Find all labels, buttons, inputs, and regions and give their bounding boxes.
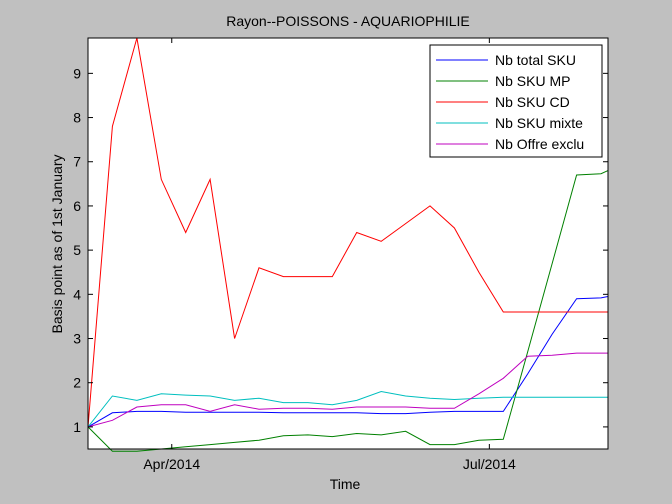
y-tick-label: 8 <box>73 110 81 126</box>
y-tick-label: 6 <box>73 198 81 214</box>
y-tick-label: 3 <box>73 331 81 347</box>
legend: Nb total SKU Nb SKU MP Nb SKU CD Nb SKU mix… <box>429 44 603 158</box>
series-layer <box>87 37 609 452</box>
series-line-4 <box>87 390 608 428</box>
y-axis: 1 2 3 4 5 6 7 8 9 <box>73 65 608 435</box>
y-tick-label: 2 <box>73 375 81 391</box>
series-line-5 <box>87 352 608 428</box>
y-tick-label: 4 <box>73 286 81 302</box>
legend-label-5: Nb Offre exclu <box>495 136 584 152</box>
y-tick-label: 9 <box>73 65 81 81</box>
y-tick-label: 5 <box>73 242 81 258</box>
chart-title: Rayon--POISSONS - AQUARIOPHILIE <box>226 13 470 29</box>
legend-box <box>429 44 603 158</box>
plot-frame <box>87 37 609 450</box>
y-tick-label: 1 <box>73 419 81 435</box>
legend-label-2: Nb SKU MP <box>495 73 570 89</box>
series-line-3 <box>87 37 608 427</box>
y-axis-label: Basis point as of 1st January <box>49 155 65 334</box>
x-axis: Apr/2014 Jul/2014 <box>143 38 516 472</box>
y-tick-label: 7 <box>73 154 81 170</box>
series-line-1 <box>87 296 609 428</box>
x-tick-label: Apr/2014 <box>143 456 200 472</box>
x-axis-label: Time <box>330 476 361 492</box>
legend-label-3: Nb SKU CD <box>495 94 570 110</box>
x-tick-label: Jul/2014 <box>463 456 516 472</box>
legend-label-1: Nb total SKU <box>495 52 576 68</box>
series-line-2 <box>87 170 609 452</box>
legend-label-4: Nb SKU mixte <box>495 115 583 131</box>
